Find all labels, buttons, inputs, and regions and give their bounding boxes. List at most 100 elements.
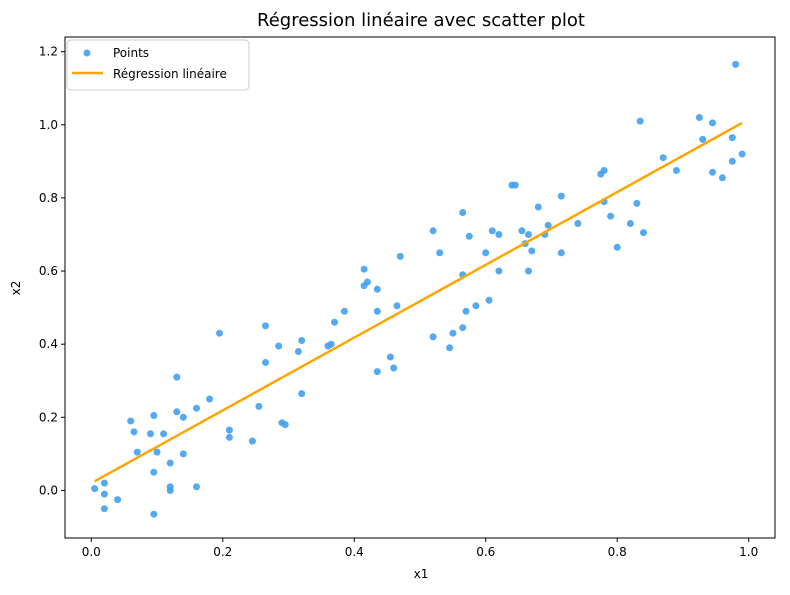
scatter-point bbox=[544, 221, 552, 229]
scatter-point bbox=[373, 368, 381, 376]
x-tick-label: 0.0 bbox=[82, 545, 101, 559]
scatter-point bbox=[511, 181, 519, 189]
scatter-point bbox=[373, 307, 381, 315]
scatter-point bbox=[275, 342, 283, 350]
scatter-point bbox=[193, 483, 200, 491]
axes-frame bbox=[64, 36, 776, 539]
scatter-point bbox=[160, 430, 168, 438]
x-axis-label: x1 bbox=[414, 567, 429, 581]
scatter-point bbox=[695, 114, 703, 121]
scatter-point bbox=[340, 307, 348, 315]
scatter-point bbox=[373, 285, 381, 293]
scatter-point bbox=[386, 353, 394, 361]
y-tick-label: 0.8 bbox=[39, 191, 58, 205]
scatter-point bbox=[574, 220, 582, 227]
scatter-point bbox=[436, 249, 444, 257]
scatter-point bbox=[659, 154, 667, 162]
scatter-point bbox=[390, 364, 398, 372]
y-tick-label: 1.2 bbox=[39, 45, 58, 59]
scatter-point bbox=[462, 307, 470, 315]
scatter-point bbox=[327, 340, 335, 348]
legend-marker-points bbox=[83, 49, 91, 57]
scatter-point bbox=[225, 426, 233, 434]
legend-label-regression: Régression linéaire bbox=[113, 67, 227, 81]
scatter-point bbox=[495, 267, 503, 275]
regression-line bbox=[93, 121, 743, 483]
scatter-point bbox=[600, 167, 608, 174]
scatter-point bbox=[728, 157, 736, 165]
scatter-point bbox=[173, 408, 181, 416]
scatter-point bbox=[393, 302, 401, 310]
y-tick-label: 0.4 bbox=[39, 337, 58, 351]
scatter-point bbox=[150, 412, 158, 419]
chart-title: Régression linéaire avec scatter plot bbox=[257, 10, 585, 31]
y-tick-label: 0.0 bbox=[39, 483, 58, 497]
scatter-point bbox=[225, 433, 233, 441]
scatter-point bbox=[429, 333, 437, 341]
x-axis: 0.0 0.2 0.4 0.6 0.8 1.0 bbox=[82, 538, 758, 559]
scatter-point bbox=[626, 220, 634, 227]
scatter-point bbox=[179, 450, 187, 458]
y-axis-label: x2 bbox=[9, 281, 23, 296]
scatter-point bbox=[216, 329, 223, 337]
scatter-point bbox=[446, 344, 454, 352]
scatter-point bbox=[262, 359, 269, 366]
y-axis: 0.0 0.2 0.4 0.6 0.8 1.0 1.2 bbox=[39, 45, 65, 497]
scatter-point bbox=[150, 468, 158, 476]
scatter-point bbox=[298, 337, 306, 344]
scatter-point bbox=[672, 167, 680, 174]
scatter-point bbox=[429, 227, 437, 235]
scatter-point bbox=[636, 117, 644, 125]
scatter-point bbox=[459, 324, 467, 332]
scatter-point bbox=[732, 60, 740, 68]
scatter-point bbox=[166, 459, 174, 467]
scatter-point bbox=[114, 496, 122, 504]
scatter-point bbox=[100, 505, 108, 513]
scatter-point bbox=[127, 417, 135, 425]
scatter-point bbox=[528, 247, 536, 255]
scatter-point bbox=[449, 329, 457, 337]
scatter-point bbox=[153, 448, 161, 456]
scatter-point bbox=[100, 479, 108, 487]
y-tick-label: 0.6 bbox=[39, 264, 58, 278]
scatter-point bbox=[557, 249, 565, 257]
scatter-point bbox=[363, 278, 371, 286]
scatter-point bbox=[699, 135, 707, 143]
scatter-point bbox=[472, 302, 480, 310]
x-tick-label: 1.0 bbox=[739, 545, 758, 559]
scatter-point bbox=[482, 249, 490, 257]
plot-area bbox=[64, 36, 776, 539]
scatter-point bbox=[281, 421, 289, 429]
x-tick-label: 0.8 bbox=[608, 545, 627, 559]
scatter-point bbox=[396, 252, 404, 260]
scatter-point bbox=[331, 318, 338, 326]
scatter-point bbox=[465, 232, 473, 240]
x-tick-label: 0.6 bbox=[476, 545, 495, 559]
x-tick-label: 0.2 bbox=[213, 545, 232, 559]
scatter-point bbox=[179, 413, 187, 421]
scatter-point bbox=[147, 430, 154, 438]
scatter-point bbox=[488, 227, 496, 235]
scatter-point bbox=[728, 134, 736, 142]
y-tick-label: 1.0 bbox=[39, 118, 58, 132]
scatter-point bbox=[557, 192, 565, 200]
scatter-point bbox=[718, 174, 726, 182]
scatter-point bbox=[166, 483, 174, 491]
scatter-point bbox=[607, 212, 615, 220]
scatter-point bbox=[709, 168, 716, 176]
scatter-point bbox=[173, 373, 181, 381]
scatter-point bbox=[91, 485, 99, 493]
scatter-point bbox=[613, 243, 621, 251]
legend-frame bbox=[66, 39, 250, 91]
scatter-point bbox=[738, 150, 746, 158]
scatter-point bbox=[262, 322, 269, 330]
scatter-point bbox=[294, 348, 302, 355]
scatter-point bbox=[100, 490, 108, 498]
scatter-point bbox=[709, 119, 716, 127]
scatter-point bbox=[525, 267, 532, 275]
legend: Points Régression linéaire bbox=[66, 39, 250, 91]
scatter-point bbox=[193, 404, 200, 412]
x-tick-label: 0.4 bbox=[345, 545, 364, 559]
